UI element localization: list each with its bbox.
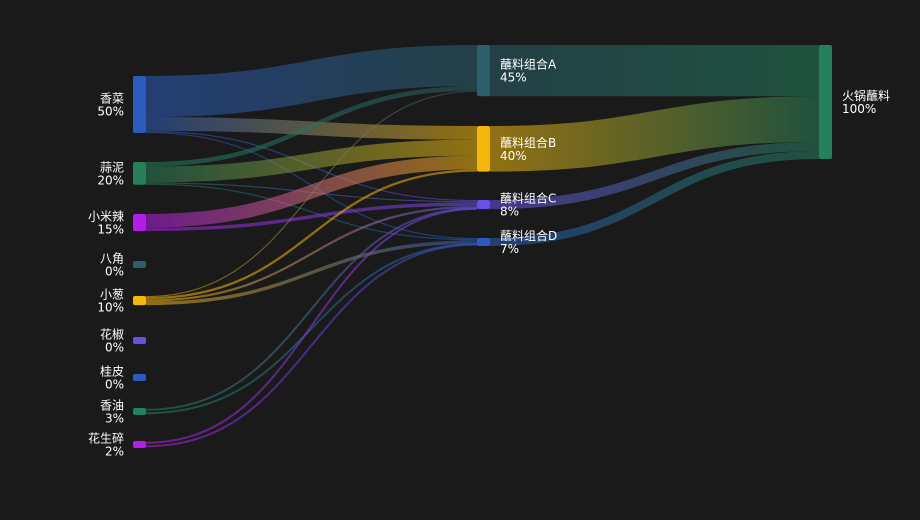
link-comboC-to-hotpot	[489, 141, 820, 210]
node-label-xiaomila: 小米辣	[88, 210, 124, 224]
node-label-guipi: 桂皮	[100, 364, 124, 379]
link-xiangyou-to-comboC	[145, 207, 478, 411]
nodes-layer	[133, 45, 832, 448]
node-hotpot	[819, 45, 832, 159]
node-value-hotpot: 100%	[842, 102, 876, 116]
node-value-xiaomila: 15%	[97, 223, 124, 237]
link-xiaocong-to-comboB	[145, 169, 478, 300]
node-bajiao	[133, 261, 146, 268]
link-huashengsui-to-comboC	[145, 207, 478, 444]
node-comboC	[477, 200, 490, 210]
link-suanni-to-comboD	[145, 183, 478, 241]
node-value-comboD: 7%	[500, 242, 519, 256]
node-value-xiaocong: 10%	[97, 301, 124, 315]
link-xiaocong-to-comboD	[145, 240, 478, 306]
node-value-xiangyou: 3%	[105, 412, 124, 426]
node-xiaocong	[133, 296, 146, 306]
node-value-comboC: 8%	[500, 205, 519, 219]
node-comboA	[477, 45, 490, 97]
node-comboD	[477, 238, 490, 246]
labels-layer: 香菜50%蒜泥20%小米辣15%八角0%小葱10%花椒0%桂皮0%香油3%花生碎…	[88, 57, 890, 459]
node-label-comboC: 蘸料组合C	[500, 191, 556, 206]
node-label-comboB: 蘸料组合B	[500, 135, 556, 150]
node-xiaomila	[133, 214, 146, 232]
link-xiaomila-to-comboB	[145, 155, 478, 228]
link-huashengsui-to-comboD	[145, 243, 478, 448]
node-value-bajiao: 0%	[105, 265, 124, 279]
node-guipi	[133, 374, 146, 381]
node-value-huashengsui: 2%	[105, 445, 124, 459]
link-suanni-to-comboB	[145, 139, 478, 183]
node-suanni	[133, 162, 146, 185]
node-label-bajiao: 八角	[100, 252, 124, 266]
links-layer	[145, 44, 820, 448]
node-xiangcai	[133, 76, 146, 133]
node-label-huashengsui: 花生碎	[88, 431, 124, 446]
link-xiangcai-to-comboA	[145, 45, 478, 118]
node-xiangyou	[133, 408, 146, 415]
link-xiangyou-to-comboD	[145, 242, 478, 415]
link-comboB-to-hotpot	[489, 96, 820, 172]
node-label-hotpot: 火锅蘸料	[842, 88, 890, 103]
link-suanni-to-comboA	[145, 86, 478, 167]
node-label-huajiao: 花椒	[100, 327, 124, 342]
node-value-comboA: 45%	[500, 71, 527, 85]
link-comboD-to-hotpot	[489, 151, 820, 246]
node-comboB	[477, 126, 490, 172]
node-value-suanni: 20%	[97, 173, 124, 187]
node-label-xiangyou: 香油	[100, 399, 124, 413]
link-xiaocong-to-comboC	[145, 205, 478, 302]
link-xiaomila-to-comboC	[145, 202, 478, 232]
node-huashengsui	[133, 441, 146, 448]
node-value-huajiao: 0%	[105, 341, 124, 355]
node-label-xiangcai: 香菜	[100, 92, 124, 106]
node-value-comboB: 40%	[500, 149, 527, 163]
node-value-guipi: 0%	[105, 378, 124, 392]
node-label-xiaocong: 小葱	[100, 288, 124, 302]
node-label-comboA: 蘸料组合A	[500, 57, 557, 72]
node-label-suanni: 蒜泥	[100, 160, 124, 174]
node-huajiao	[133, 337, 146, 344]
node-label-comboD: 蘸料组合D	[500, 228, 557, 243]
node-value-xiangcai: 50%	[97, 105, 124, 119]
link-xiaocong-to-comboA	[145, 90, 478, 298]
